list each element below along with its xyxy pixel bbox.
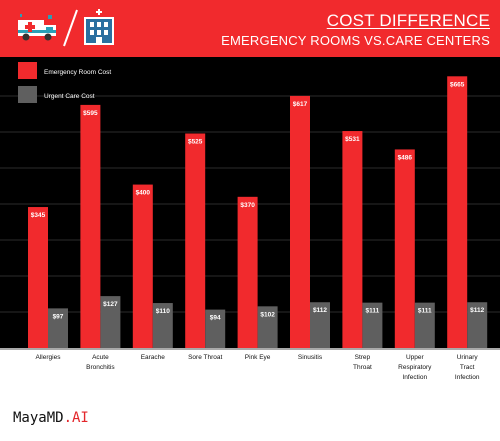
brand-suffix: .AI [63,410,89,426]
data-label: $127 [103,301,118,308]
data-label: $617 [293,101,308,108]
bar [447,76,468,349]
bar [205,309,226,348]
data-label: $370 [240,202,255,209]
legend-label: Urgent Care Cost [44,93,95,100]
bar [362,302,383,348]
x-axis-line [0,348,500,350]
header-icons [18,9,114,47]
chart-title: COST DIFFERENCE [326,11,490,30]
chart-area: Emergency Room Cost Urgent Care Cost $345 $… [0,57,500,392]
data-label: $111 [366,308,380,315]
chart-subtitle: EMERGENCY ROOMS VS.CARE CENTERS [221,33,490,48]
category-label: Sore Throat [188,354,222,361]
bar [414,302,435,348]
category-label: Infection [455,374,480,381]
bar [28,207,48,348]
bar [152,303,173,348]
bar-chart: Emergency Room Cost Urgent Care Cost $345 $… [0,62,500,392]
bar [48,308,68,348]
ambulance-icon [18,14,56,41]
data-label: $111 [418,308,432,315]
data-label: $400 [136,190,151,197]
data-label: $665 [450,81,465,88]
data-label: $102 [260,311,275,318]
category-label: Throat [353,364,372,371]
legend-swatch [18,62,37,79]
bar [237,196,258,348]
bar [310,302,330,348]
category-label: Earache [141,354,166,361]
data-label: $110 [156,308,170,315]
header-banner: COST DIFFERENCE EMERGENCY ROOMS VS.CARE … [0,0,500,57]
bar [290,95,310,348]
category-label: Allergies [36,354,62,361]
bar [100,296,121,348]
brand-logo: MayaMD.AI [13,410,89,426]
brand-name: MayaMD [13,410,64,426]
bar [132,184,153,348]
category-label: Sinusitis [298,354,323,361]
category-label: Upper [406,354,425,361]
legend-swatch [18,86,37,103]
divider-slash [63,9,78,47]
data-label: $486 [398,154,413,161]
category-label: Bronchitis [86,364,115,371]
bar [185,133,206,348]
category-label: Acute [92,354,109,361]
data-label: $112 [313,307,327,314]
data-label: $112 [470,307,484,314]
bar [467,302,488,348]
data-label: $97 [53,313,64,320]
hospital-icon [84,9,114,45]
category-label: Tract [460,364,475,371]
data-label: $345 [31,212,46,219]
category-label: Strep [355,354,371,361]
category-label: Respiratory [398,364,432,371]
category-label: Pink Eye [245,354,271,361]
legend-label: Emergency Room Cost [44,69,111,76]
category-label: Urinary [457,354,479,361]
data-label: $595 [83,110,98,117]
data-label: $94 [210,315,221,322]
bar [342,131,363,348]
bar [80,104,101,349]
bar [257,306,278,348]
category-label: Infection [403,374,428,381]
x-axis-band [0,350,500,392]
data-label: $525 [188,139,203,146]
data-label: $531 [345,136,360,143]
bar [394,149,415,348]
